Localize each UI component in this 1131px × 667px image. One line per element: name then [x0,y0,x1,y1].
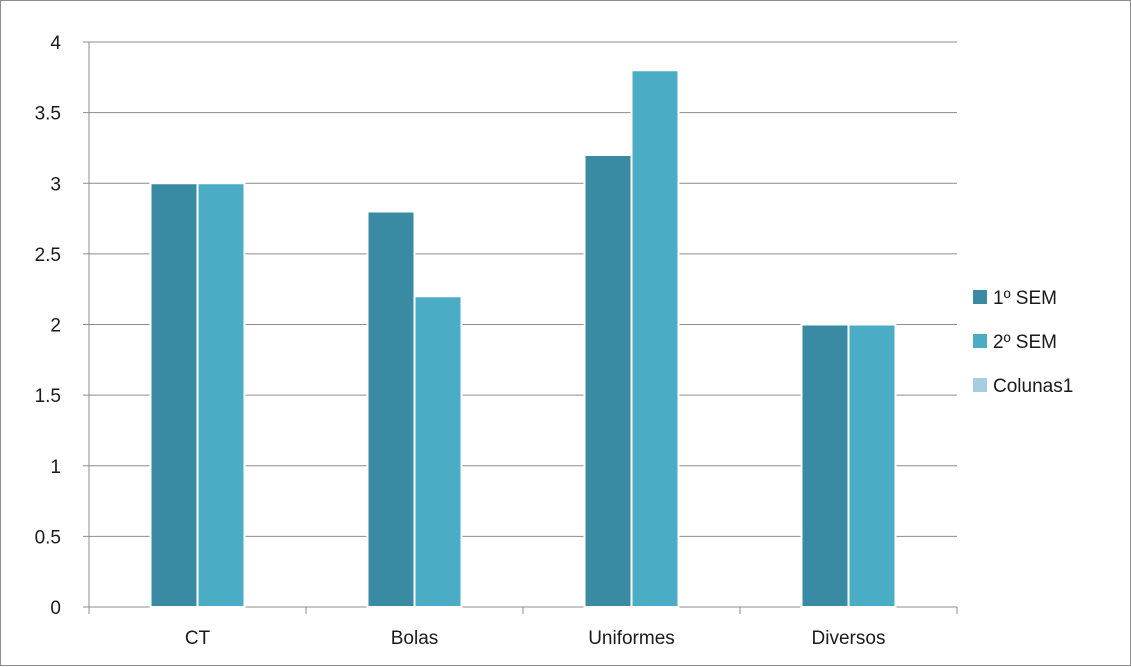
x-tick-label: Uniformes [588,628,675,649]
legend-label: 1º SEM [993,288,1057,309]
bar [847,323,897,608]
x-tick-label: CT [185,628,211,649]
legend-swatch [973,290,987,304]
y-tick-label: 1 [50,457,61,478]
x-tick-label: Diversos [812,628,886,649]
bar [366,210,416,608]
y-tick-label: 3.5 [35,104,61,125]
bar [196,182,246,608]
x-tick-label: Bolas [391,628,439,649]
y-tick-label: 4 [50,33,61,54]
bar [583,154,633,608]
y-tick-label: 1.5 [35,386,61,407]
y-tick-label: 2 [50,316,61,337]
bar [630,69,680,608]
bar [800,323,850,608]
y-tick-label: 2.5 [35,245,61,266]
legend-swatch [973,378,987,392]
bar [149,182,199,608]
y-tick-label: 3 [50,174,61,195]
legend-swatch [973,334,987,348]
legend-label: Colunas1 [993,376,1073,397]
bar [413,295,463,608]
y-tick-label: 0 [50,598,61,619]
legend-label: 2º SEM [993,332,1057,353]
y-tick-label: 0.5 [35,527,61,548]
